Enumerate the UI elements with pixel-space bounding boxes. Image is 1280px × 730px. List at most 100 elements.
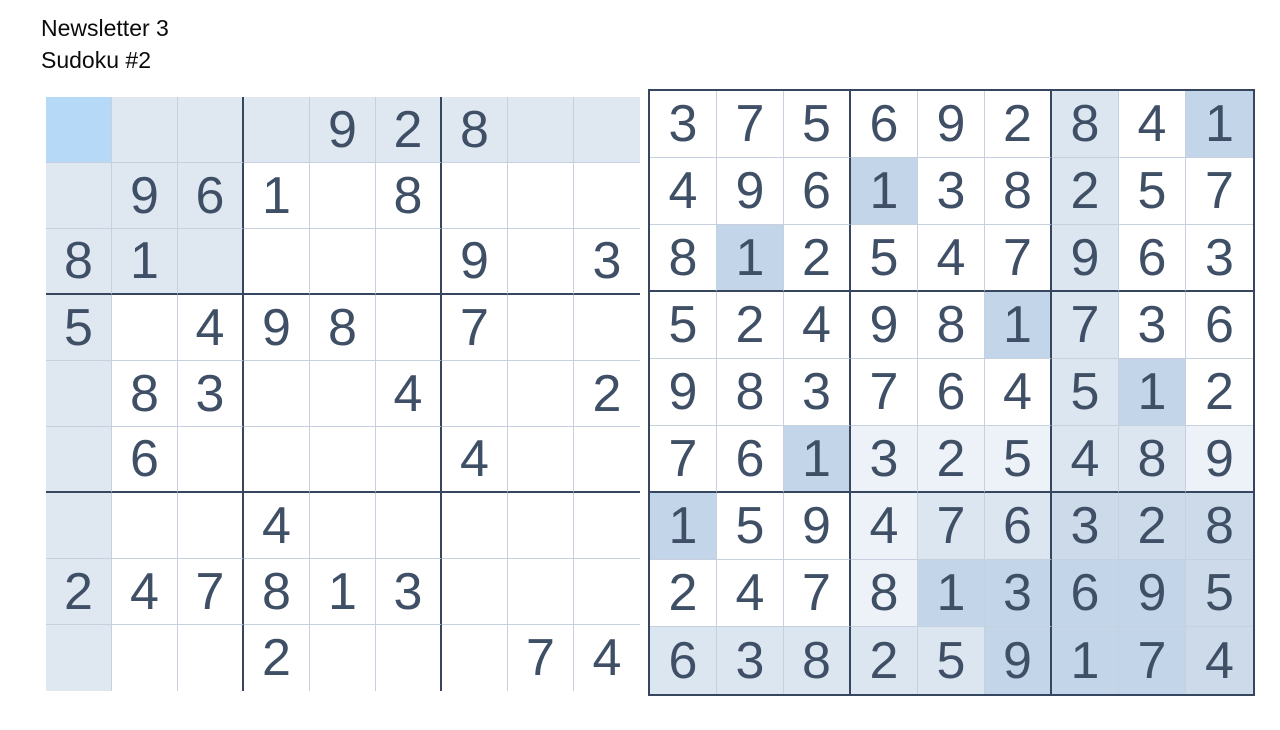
puzzle-cell-r7c8[interactable] [508, 493, 574, 559]
puzzle-cell-r3c3[interactable] [178, 229, 244, 295]
solution-cell-r9c3: 8 [784, 627, 851, 694]
puzzle-cell-r1c9[interactable] [574, 97, 640, 163]
puzzle-cell-r7c7[interactable] [442, 493, 508, 559]
puzzle-cell-r5c9[interactable]: 2 [574, 361, 640, 427]
puzzle-cell-r5c8[interactable] [508, 361, 574, 427]
solution-cell-r2c9: 7 [1186, 158, 1253, 225]
puzzle-cell-r8c7[interactable] [442, 559, 508, 625]
puzzle-cell-r3c9[interactable]: 3 [574, 229, 640, 295]
puzzle-cell-r9c9[interactable]: 4 [574, 625, 640, 691]
solution-cell-r8c6: 3 [985, 560, 1052, 627]
solution-cell-r8c4: 8 [851, 560, 918, 627]
puzzle-cell-r6c4[interactable] [244, 427, 310, 493]
solution-cell-r1c8: 4 [1119, 91, 1186, 158]
puzzle-cell-r5c1[interactable] [46, 361, 112, 427]
puzzle-cell-r2c2[interactable]: 9 [112, 163, 178, 229]
puzzle-cell-r8c1[interactable]: 2 [46, 559, 112, 625]
puzzle-cell-r9c4[interactable]: 2 [244, 625, 310, 691]
puzzle-cell-r9c5[interactable] [310, 625, 376, 691]
puzzle-cell-r7c1[interactable] [46, 493, 112, 559]
puzzle-cell-r7c2[interactable] [112, 493, 178, 559]
puzzle-cell-r7c4[interactable]: 4 [244, 493, 310, 559]
puzzle-cell-r1c8[interactable] [508, 97, 574, 163]
puzzle-cell-r4c2[interactable] [112, 295, 178, 361]
puzzle-cell-r4c8[interactable] [508, 295, 574, 361]
puzzle-cell-r6c3[interactable] [178, 427, 244, 493]
puzzle-cell-r7c9[interactable] [574, 493, 640, 559]
solution-cell-r2c4: 1 [851, 158, 918, 225]
puzzle-cell-r9c6[interactable] [376, 625, 442, 691]
puzzle-cell-r5c5[interactable] [310, 361, 376, 427]
puzzle-cell-r3c7[interactable]: 9 [442, 229, 508, 295]
solution-cell-r3c9: 3 [1186, 225, 1253, 292]
puzzle-cell-r5c4[interactable] [244, 361, 310, 427]
puzzle-cell-r2c6[interactable]: 8 [376, 163, 442, 229]
puzzle-cell-r8c8[interactable] [508, 559, 574, 625]
puzzle-cell-r8c6[interactable]: 3 [376, 559, 442, 625]
solution-cell-r4c3: 4 [784, 292, 851, 359]
puzzle-cell-r4c9[interactable] [574, 295, 640, 361]
puzzle-cell-r4c3[interactable]: 4 [178, 295, 244, 361]
puzzle-cell-r4c4[interactable]: 9 [244, 295, 310, 361]
puzzle-cell-r1c3[interactable] [178, 97, 244, 163]
puzzle-cell-r1c7[interactable]: 8 [442, 97, 508, 163]
puzzle-cell-r8c4[interactable]: 8 [244, 559, 310, 625]
puzzle-cell-r2c4[interactable]: 1 [244, 163, 310, 229]
puzzle-cell-r6c8[interactable] [508, 427, 574, 493]
solution-cell-r7c1: 1 [650, 493, 717, 560]
puzzle-cell-r9c8[interactable]: 7 [508, 625, 574, 691]
puzzle-cell-r9c7[interactable] [442, 625, 508, 691]
puzzle-cell-r3c6[interactable] [376, 229, 442, 295]
puzzle-cell-r7c5[interactable] [310, 493, 376, 559]
solution-cell-r5c6: 4 [985, 359, 1052, 426]
puzzle-cell-r3c5[interactable] [310, 229, 376, 295]
solution-cell-r9c4: 2 [851, 627, 918, 694]
puzzle-cell-r2c5[interactable] [310, 163, 376, 229]
puzzle-cell-r1c4[interactable] [244, 97, 310, 163]
puzzle-cell-r9c3[interactable] [178, 625, 244, 691]
solution-cell-r3c3: 2 [784, 225, 851, 292]
puzzle-cell-r1c6[interactable]: 2 [376, 97, 442, 163]
solution-cell-r1c9: 1 [1186, 91, 1253, 158]
puzzle-cell-r9c2[interactable] [112, 625, 178, 691]
puzzle-cell-r5c3[interactable]: 3 [178, 361, 244, 427]
puzzle-cell-r6c1[interactable] [46, 427, 112, 493]
puzzle-cell-r3c2[interactable]: 1 [112, 229, 178, 295]
puzzle-cell-r6c9[interactable] [574, 427, 640, 493]
puzzle-cell-r2c7[interactable] [442, 163, 508, 229]
puzzle-cell-r8c3[interactable]: 7 [178, 559, 244, 625]
puzzle-cell-r1c5[interactable]: 9 [310, 97, 376, 163]
puzzle-cell-r6c2[interactable]: 6 [112, 427, 178, 493]
puzzle-cell-r5c6[interactable]: 4 [376, 361, 442, 427]
puzzle-cell-r4c6[interactable] [376, 295, 442, 361]
solution-cell-r5c1: 9 [650, 359, 717, 426]
puzzle-cell-r5c2[interactable]: 8 [112, 361, 178, 427]
puzzle-cell-r1c2[interactable] [112, 97, 178, 163]
puzzle-cell-r4c5[interactable]: 8 [310, 295, 376, 361]
solution-cell-r4c1: 5 [650, 292, 717, 359]
solution-cell-r5c9: 2 [1186, 359, 1253, 426]
puzzle-cell-r2c9[interactable] [574, 163, 640, 229]
newsletter-title: Newsletter 3 [41, 15, 169, 41]
puzzle-cell-r8c9[interactable] [574, 559, 640, 625]
puzzle-cell-r2c3[interactable]: 6 [178, 163, 244, 229]
puzzle-cell-r9c1[interactable] [46, 625, 112, 691]
puzzle-cell-r7c6[interactable] [376, 493, 442, 559]
puzzle-cell-r3c8[interactable] [508, 229, 574, 295]
puzzle-cell-r8c2[interactable]: 4 [112, 559, 178, 625]
puzzle-cell-r2c1[interactable] [46, 163, 112, 229]
puzzle-cell-r5c7[interactable] [442, 361, 508, 427]
puzzle-cell-r7c3[interactable] [178, 493, 244, 559]
puzzle-cell-r6c5[interactable] [310, 427, 376, 493]
puzzle-cell-r4c7[interactable]: 7 [442, 295, 508, 361]
puzzle-cell-r3c4[interactable] [244, 229, 310, 295]
puzzle-selected-cell-r1c1[interactable] [46, 97, 112, 163]
puzzle-cell-r6c6[interactable] [376, 427, 442, 493]
puzzle-cell-r6c7[interactable]: 4 [442, 427, 508, 493]
solution-cell-r4c8: 3 [1119, 292, 1186, 359]
puzzle-cell-r2c8[interactable] [508, 163, 574, 229]
puzzle-cell-r3c1[interactable]: 8 [46, 229, 112, 295]
solution-cell-r8c9: 5 [1186, 560, 1253, 627]
puzzle-cell-r4c1[interactable]: 5 [46, 295, 112, 361]
puzzle-cell-r8c5[interactable]: 1 [310, 559, 376, 625]
